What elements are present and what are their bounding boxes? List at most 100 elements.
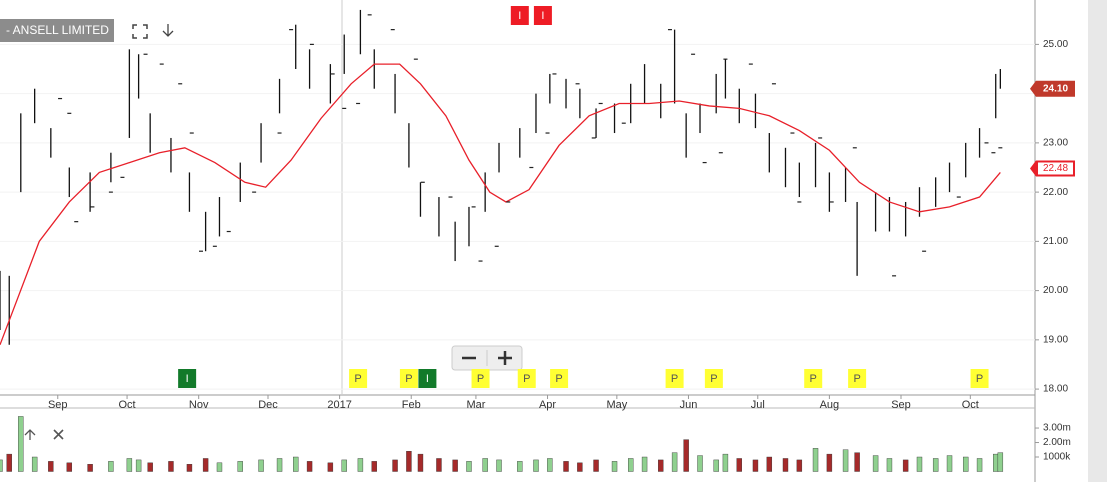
volume-bar: [202, 458, 209, 472]
up-icon[interactable]: [24, 429, 36, 440]
volume-bar: [962, 456, 969, 472]
volume-bar: [6, 453, 12, 472]
moving-average: [0, 63, 1001, 346]
download-icon[interactable]: [162, 24, 174, 37]
event-label: P: [810, 373, 817, 385]
volume-bar: [547, 458, 553, 472]
y-tick-label: 2.00m: [1043, 437, 1071, 448]
event-marker: [349, 369, 368, 388]
volume-bar: [108, 461, 114, 472]
event-marker: [970, 369, 989, 388]
event-label: P: [405, 373, 412, 385]
x-tick-label: Nov: [189, 399, 209, 411]
fullscreen-icon[interactable]: [132, 24, 148, 39]
event-label: P: [853, 373, 860, 385]
volume-bar: [293, 456, 299, 472]
x-tick-label: Jun: [680, 399, 698, 411]
x-tick-label: Apr: [539, 399, 556, 411]
x-tick-label: Feb: [402, 399, 421, 411]
event-marker: [848, 369, 867, 388]
volume-bar: [48, 461, 54, 472]
event-label: P: [976, 373, 983, 385]
volume-bar: [436, 458, 442, 472]
volume-bar: [976, 458, 983, 472]
volume-bar: [812, 448, 819, 472]
event-marker: [399, 369, 418, 388]
volume-bar: [946, 455, 953, 472]
event-label: P: [710, 373, 717, 385]
volume-bar: [854, 452, 860, 472]
close-icon[interactable]: [53, 429, 64, 440]
volume-bar: [392, 459, 398, 472]
y-tick-label: 20.00: [1043, 285, 1068, 296]
volume-bar: [997, 452, 1004, 472]
event-marker: [418, 369, 437, 388]
event-label: P: [477, 373, 484, 385]
volume-bar: [752, 459, 759, 472]
volume-bar: [593, 459, 599, 472]
event-label: I: [186, 373, 189, 385]
event-marker: [517, 369, 536, 388]
event-label: P: [671, 373, 678, 385]
volume-bar: [327, 462, 334, 472]
volume-bar: [658, 459, 664, 472]
y-tick-label: 18.00: [1043, 384, 1068, 395]
zoom-controls[interactable]: [451, 345, 523, 371]
volume-bar: [371, 461, 377, 472]
volume-bar: [126, 458, 133, 472]
volume-bar: [276, 458, 283, 472]
volume-bar: [168, 461, 174, 472]
volume-bar: [452, 459, 458, 472]
y-tick-label: 25.00: [1043, 39, 1068, 50]
y-tick-label: 3.00m: [1043, 423, 1071, 434]
x-tick-label: 2017: [327, 399, 351, 411]
event-marker: [533, 6, 552, 25]
volume-bar: [31, 456, 38, 472]
event-marker: [665, 369, 684, 388]
scrollbar[interactable]: [1088, 0, 1107, 482]
volume-bar: [216, 462, 223, 472]
volume-bar: [611, 461, 618, 472]
event-label: P: [555, 373, 562, 385]
x-tick-label: Jul: [751, 399, 765, 411]
volume-bar: [736, 458, 742, 472]
event-marker: [471, 369, 490, 388]
volume-bar: [826, 453, 833, 472]
volume-bar: [496, 459, 502, 472]
volume-bar: [577, 462, 583, 472]
volume-bar: [563, 461, 569, 472]
volume-bar: [357, 458, 364, 472]
y-tick-label: 19.00: [1043, 334, 1068, 345]
volume-bar: [406, 451, 412, 472]
volume-bar: [628, 458, 634, 472]
event-label: I: [541, 10, 544, 22]
chart-title: - ANSELL LIMITED: [6, 23, 109, 37]
event-marker: [510, 6, 529, 25]
x-tick-label: Dec: [258, 399, 278, 411]
volume-bar: [135, 459, 142, 472]
event-marker: [178, 369, 197, 388]
volume-bar: [258, 459, 264, 472]
x-tick-label: Mar: [466, 399, 485, 411]
x-tick-label: Oct: [119, 399, 136, 411]
volume-bar: [796, 459, 803, 472]
event-marker: [550, 369, 569, 388]
last-price-tag: [1030, 80, 1075, 97]
y-tick-label: 1000k: [1043, 452, 1071, 463]
volume-bar: [306, 461, 313, 472]
event-marker: [704, 369, 723, 388]
volume-bar: [641, 456, 648, 472]
volume-bar: [766, 456, 773, 472]
title-box: [0, 19, 114, 42]
volume-bar: [872, 455, 879, 472]
volume-bar: [713, 459, 719, 472]
volume-bar: [697, 455, 703, 472]
x-tick-label: Aug: [820, 399, 840, 411]
volume-bar: [482, 458, 488, 472]
volume-bar: [683, 439, 689, 472]
y-tick-label: 21.00: [1043, 236, 1068, 247]
last-price-label: 24.10: [1043, 83, 1068, 94]
event-label: I: [426, 373, 429, 385]
volume-bar: [186, 464, 193, 472]
